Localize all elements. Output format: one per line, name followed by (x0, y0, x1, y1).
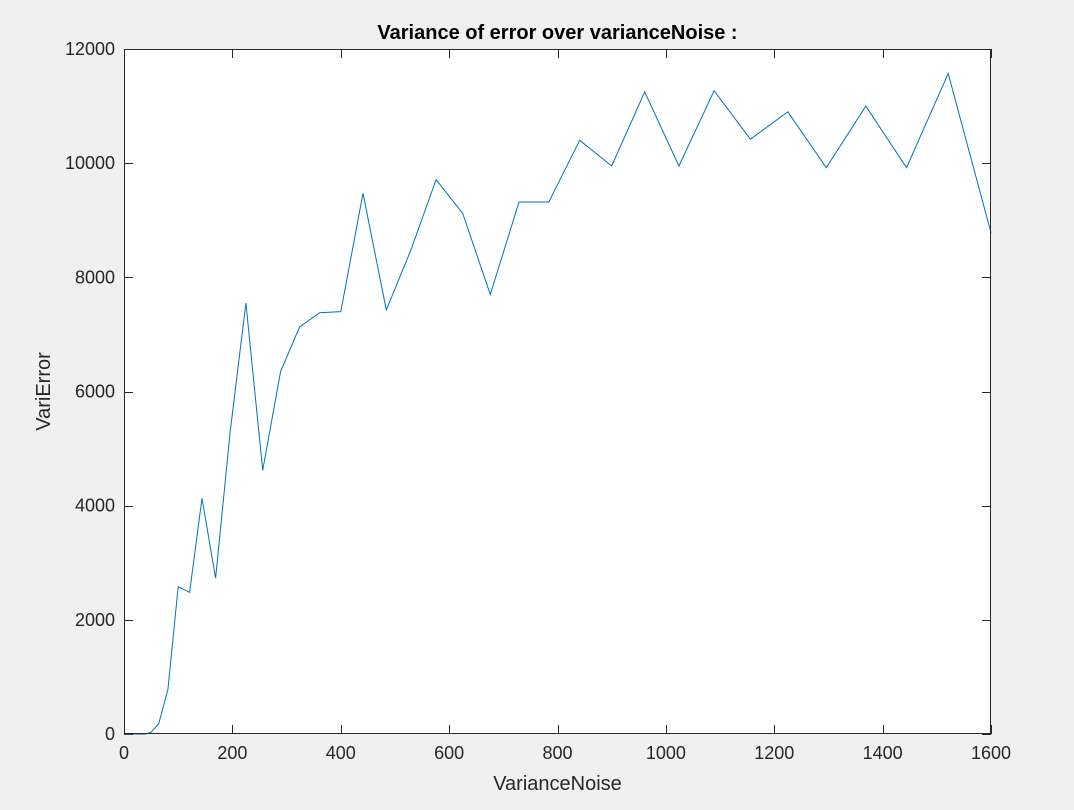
x-tick-label: 1200 (754, 743, 794, 763)
y-tick-label: 6000 (75, 382, 115, 402)
x-tick-label: 1400 (863, 743, 903, 763)
x-tick-label: 1600 (971, 743, 1011, 763)
y-tick-label: 0 (105, 724, 115, 744)
x-tick-label: 400 (326, 743, 356, 763)
x-tick-label: 1000 (646, 743, 686, 763)
y-tick-label: 4000 (75, 496, 115, 516)
x-tick-label: 0 (119, 743, 129, 763)
x-axis-label: VarianceNoise (493, 773, 622, 795)
x-tick-label: 600 (434, 743, 464, 763)
y-tick-label: 12000 (65, 39, 115, 59)
y-tick-label: 10000 (65, 153, 115, 173)
series-layer (124, 72, 992, 735)
x-tick-label: 800 (542, 743, 572, 763)
series-line-0 (124, 72, 992, 735)
axes-box (124, 49, 991, 734)
plot-area (124, 49, 991, 734)
chart-title: Variance of error over varianceNoise : (377, 22, 737, 44)
x-axis-ticks: 0 200 400 600 800 1000 1200 1400 1600 (119, 49, 1011, 763)
y-axis-label: VariError (33, 352, 55, 431)
y-tick-label: 8000 (75, 267, 115, 287)
x-tick-label: 200 (217, 743, 247, 763)
y-axis-ticks: 0 2000 4000 6000 8000 10000 12000 (65, 39, 991, 744)
y-tick-label: 2000 (75, 610, 115, 630)
